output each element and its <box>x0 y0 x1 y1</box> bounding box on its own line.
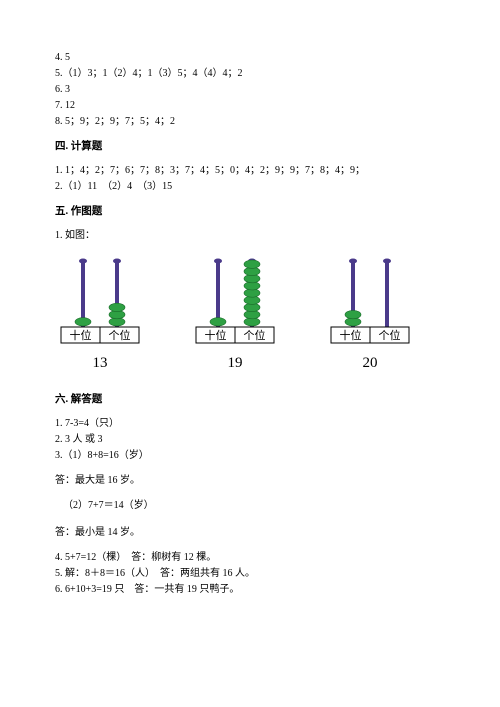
abacus-number-2: 20 <box>363 352 378 375</box>
sec6-line-7: 4. 5+7=12（棵） 答：柳树有 12 棵。 <box>55 550 445 565</box>
svg-text:个位: 个位 <box>109 328 131 342</box>
answer-4: 4. 5 <box>55 50 445 65</box>
sec6-line-1: 1. 7-3=4（只） <box>55 416 445 431</box>
sec6-line-6: 答：最小是 14 岁。 <box>55 525 445 540</box>
abacus-20: 十位 个位20 <box>325 255 415 375</box>
sec6-line-3: 3.（1）8+8=16（岁） <box>55 448 445 463</box>
sec6-line-2: 2. 3 人 或 3 <box>55 432 445 447</box>
abacus-number-1: 19 <box>228 352 243 375</box>
svg-text:十位: 十位 <box>70 328 92 342</box>
sec6-line-9: 6. 6+10+3=19 只 答：一共有 19 只鸭子。 <box>55 582 445 597</box>
answer-6: 6. 3 <box>55 82 445 97</box>
svg-text:十位: 十位 <box>205 328 227 342</box>
answer-5: 5.（1）3；1（2）4；1（3）5；4（4）4；2 <box>55 66 445 81</box>
svg-text:个位: 个位 <box>244 328 266 342</box>
abacus-13: 十位 个位13 <box>55 255 145 375</box>
section-4-heading: 四. 计算题 <box>55 139 445 155</box>
svg-text:个位: 个位 <box>379 328 401 342</box>
abacus-row: 十位个位13十位个位19十位个位20 <box>55 255 445 375</box>
sec5-line-1: 1. 如图： <box>55 228 445 243</box>
answer-8: 8. 5；9；2；9；7；5；4；2 <box>55 114 445 129</box>
sec6-line-4: 答：最大是 16 岁。 <box>55 473 445 488</box>
section-5-heading: 五. 作图题 <box>55 204 445 220</box>
answer-7: 7. 12 <box>55 98 445 113</box>
sec4-line-1: 1. 1；4；2；7；6；7；8；3；7；4；5；0；4；2；9；9；7；8；4… <box>55 163 445 178</box>
sec4-line-2: 2.（1）11 （2）4 （3）15 <box>55 179 445 194</box>
abacus-19: 十位 个位19 <box>190 255 280 375</box>
svg-text:十位: 十位 <box>340 328 362 342</box>
sec6-line-5: （2）7+7＝14（岁） <box>63 498 445 513</box>
abacus-number-0: 13 <box>93 352 108 375</box>
section-6-heading: 六. 解答题 <box>55 392 445 408</box>
sec6-line-8: 5. 解：8＋8＝16（人） 答：两组共有 16 人。 <box>55 566 445 581</box>
